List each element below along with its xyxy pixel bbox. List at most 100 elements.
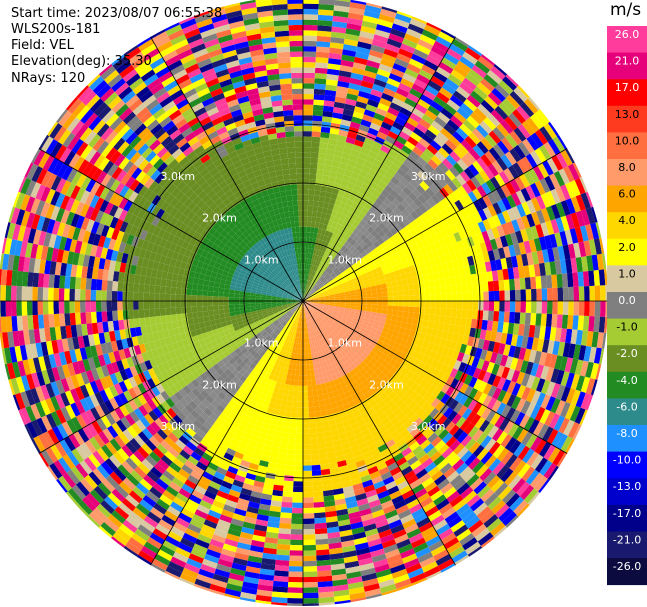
range-gate [303, 232, 307, 238]
range-gate [303, 131, 312, 137]
range-gate [143, 284, 150, 293]
range-gate [533, 263, 541, 277]
range-gate [508, 244, 516, 257]
range-gate [218, 287, 225, 293]
range-gate [303, 152, 311, 158]
range-gate [322, 252, 328, 259]
range-gate [300, 247, 303, 254]
range-gate [181, 107, 195, 119]
range-gate [341, 196, 349, 204]
range-gate [391, 198, 401, 208]
range-gate [368, 206, 377, 215]
range-gate [328, 279, 335, 284]
range-gate [172, 69, 188, 81]
range-gate [423, 281, 430, 289]
range-gate [152, 61, 168, 74]
range-gate [154, 308, 161, 317]
range-gate [361, 20, 378, 30]
range-gate [324, 89, 337, 97]
range-gate [411, 83, 426, 95]
range-gate [336, 255, 343, 262]
range-gate [359, 170, 369, 178]
range-gate [348, 252, 355, 259]
range-gate [539, 144, 552, 161]
range-gate [293, 281, 297, 287]
range-gate [337, 206, 344, 214]
range-gate [220, 112, 233, 122]
range-gate [393, 185, 403, 195]
range-gate [342, 227, 350, 235]
range-gate [74, 301, 81, 313]
range-gate [409, 295, 415, 301]
range-gate [320, 257, 325, 264]
range-gate [303, 226, 307, 233]
range-gate [281, 257, 286, 264]
range-gate [186, 92, 200, 104]
range-gate [48, 301, 54, 315]
range-gate [416, 170, 427, 181]
range-gate [401, 145, 413, 155]
range-gate [288, 271, 293, 278]
range-gate [419, 247, 427, 256]
range-gate [534, 110, 548, 127]
range-gate [516, 254, 524, 267]
range-gate [350, 295, 356, 299]
range-gate [436, 263, 444, 273]
range-gate [262, 236, 269, 244]
range-gate [528, 264, 536, 278]
range-gate [428, 280, 435, 288]
range-gate [355, 101, 367, 110]
range-gate [523, 265, 531, 278]
range-gate [271, 0, 288, 6]
range-gate [412, 257, 420, 265]
range-gate [228, 304, 235, 309]
range-gate [233, 190, 242, 199]
range-gate [218, 296, 224, 301]
range-gate [117, 281, 124, 292]
range-gate [134, 60, 150, 74]
range-gate [363, 137, 375, 146]
range-gate [465, 73, 481, 87]
range-gate [535, 276, 542, 289]
range-gate [37, 314, 45, 329]
range-gate [303, 46, 317, 52]
range-gate [430, 75, 445, 88]
range-gate [334, 200, 342, 207]
range-gate [470, 90, 485, 104]
range-gate [309, 237, 313, 244]
range-gate [285, 273, 290, 279]
range-gate [225, 59, 240, 69]
range-gate [358, 152, 368, 161]
range-gate [454, 221, 464, 232]
range-gate [501, 197, 512, 211]
range-gate [297, 189, 303, 195]
range-gate [331, 274, 338, 280]
range-gate [452, 131, 465, 144]
range-gate [296, 168, 303, 174]
range-gate [207, 296, 213, 301]
range-gate [326, 208, 333, 216]
range-gate [335, 279, 341, 285]
range-gate [287, 278, 292, 284]
range-gate [476, 272, 483, 283]
range-gate [278, 235, 284, 242]
range-gate [517, 123, 531, 139]
range-gate [423, 220, 432, 230]
range-gate [487, 250, 496, 262]
range-gate [64, 301, 70, 314]
range-gate [560, 184, 571, 201]
range-gate [478, 209, 488, 222]
range-gate [167, 59, 183, 72]
range-gate [380, 283, 387, 289]
range-gate [406, 154, 417, 165]
range-gate [560, 200, 571, 216]
range-gate [322, 224, 328, 231]
range-gate [339, 201, 347, 209]
range-gate [21, 286, 28, 301]
range-gate [511, 206, 522, 220]
range-gate [175, 294, 181, 301]
range-gate [481, 182, 492, 195]
range-gate [365, 155, 376, 164]
ray [224, 2, 303, 301]
range-gate [279, 246, 284, 253]
